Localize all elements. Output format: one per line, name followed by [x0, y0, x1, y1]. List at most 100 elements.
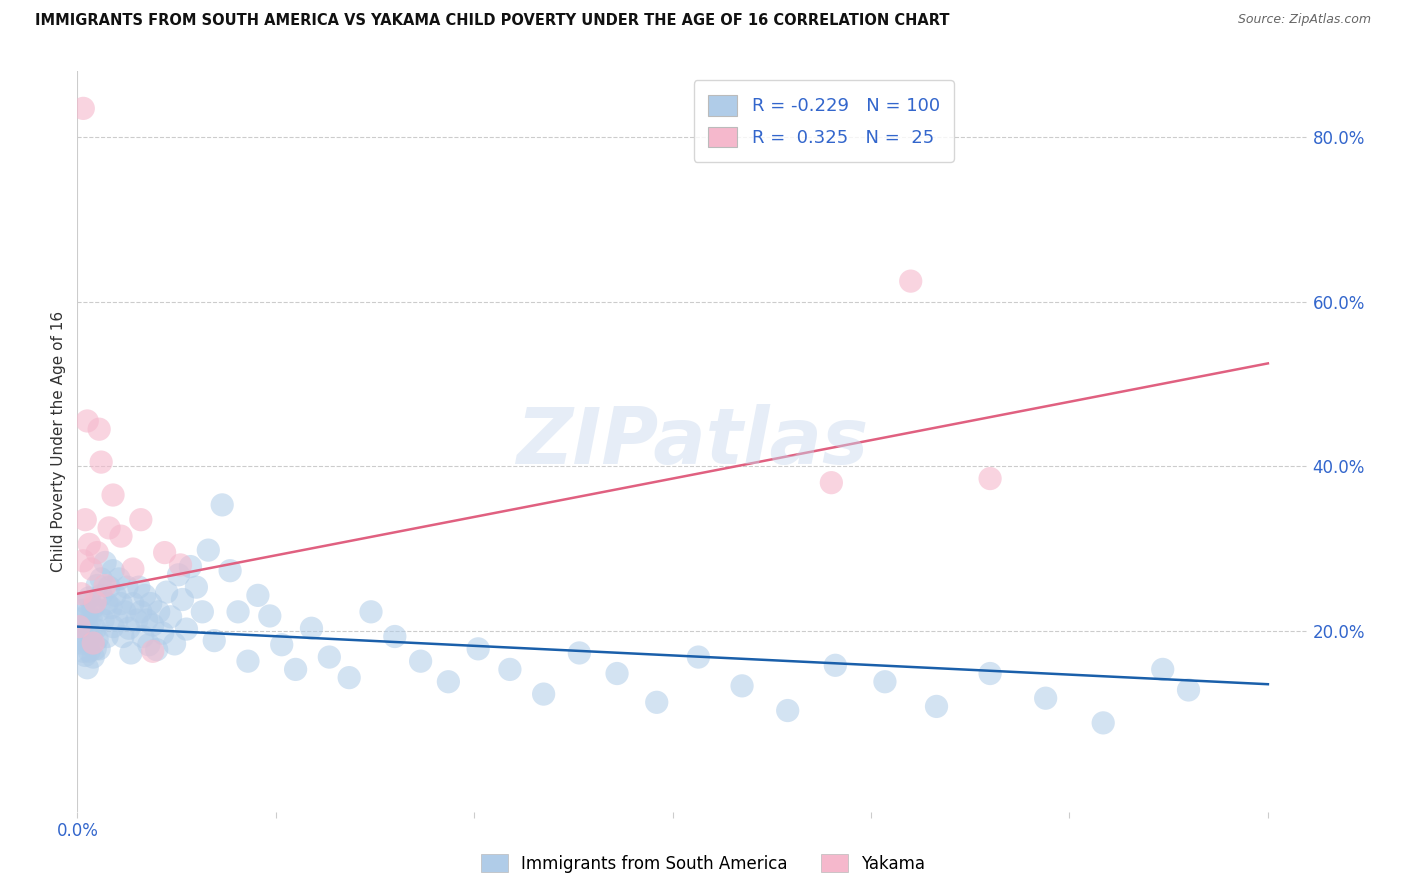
Point [226, 605, 249, 619]
Point [67, 619, 90, 633]
Point [409, 654, 432, 668]
Point [90, 588, 112, 602]
Point [499, 662, 522, 676]
Point [70, 636, 93, 650]
Point [153, 545, 176, 560]
Point [114, 605, 136, 619]
Point [118, 621, 141, 635]
Point [533, 687, 555, 701]
Point [645, 695, 668, 709]
Text: IMMIGRANTS FROM SOUTH AMERICA VS YAKAMA CHILD POVERTY UNDER THE AGE OF 16 CORREL: IMMIGRANTS FROM SOUTH AMERICA VS YAKAMA … [35, 13, 949, 29]
Point [1177, 683, 1199, 698]
Point [98, 580, 121, 594]
Point [89, 603, 111, 617]
Point [236, 654, 259, 668]
Point [67, 628, 90, 642]
Point [76, 607, 98, 622]
Point [82, 650, 104, 665]
Point [110, 529, 132, 543]
Point [731, 679, 754, 693]
Point [125, 613, 148, 627]
Point [169, 558, 191, 572]
Point [108, 572, 131, 586]
Point [129, 513, 152, 527]
Point [270, 638, 292, 652]
Point [467, 641, 489, 656]
Point [80, 628, 103, 642]
Point [284, 662, 307, 676]
Point [70, 619, 93, 633]
Point [91, 613, 114, 627]
Point [72, 644, 94, 658]
Point [77, 537, 100, 551]
Point [925, 699, 948, 714]
Point [172, 592, 194, 607]
Point [82, 600, 104, 615]
Point [437, 674, 460, 689]
Point [100, 600, 122, 615]
Point [84, 595, 107, 609]
Point [128, 580, 150, 594]
Point [132, 630, 155, 644]
Point [72, 611, 94, 625]
Point [72, 603, 94, 617]
Point [89, 641, 111, 656]
Point [148, 605, 170, 619]
Legend: Immigrants from South America, Yakama: Immigrants from South America, Yakama [474, 847, 932, 880]
Point [72, 554, 94, 568]
Point [176, 622, 198, 636]
Point [110, 597, 132, 611]
Point [384, 630, 406, 644]
Point [75, 513, 97, 527]
Point [568, 646, 591, 660]
Point [191, 605, 214, 619]
Point [75, 632, 97, 646]
Point [820, 475, 842, 490]
Point [122, 597, 145, 611]
Point [979, 471, 1001, 485]
Point [145, 642, 167, 657]
Point [86, 578, 108, 592]
Point [1152, 662, 1174, 676]
Point [76, 414, 98, 428]
Point [337, 671, 360, 685]
Point [84, 641, 107, 656]
Point [96, 597, 118, 611]
Point [96, 630, 118, 644]
Point [824, 658, 846, 673]
Point [101, 488, 124, 502]
Point [138, 638, 160, 652]
Point [76, 636, 98, 650]
Point [75, 595, 97, 609]
Point [776, 704, 799, 718]
Point [606, 666, 628, 681]
Point [873, 674, 896, 689]
Point [76, 619, 98, 633]
Point [135, 613, 157, 627]
Point [122, 562, 145, 576]
Text: Source: ZipAtlas.com: Source: ZipAtlas.com [1237, 13, 1371, 27]
Point [197, 543, 219, 558]
Legend: R = -0.229   N = 100, R =  0.325   N =  25: R = -0.229 N = 100, R = 0.325 N = 25 [693, 80, 955, 161]
Point [259, 609, 281, 624]
Point [159, 609, 181, 624]
Point [94, 556, 117, 570]
Point [111, 630, 134, 644]
Point [1092, 715, 1115, 730]
Point [70, 587, 93, 601]
Point [90, 455, 112, 469]
Point [94, 578, 117, 592]
Point [129, 605, 152, 619]
Point [101, 619, 124, 633]
Point [156, 585, 179, 599]
Point [86, 632, 108, 646]
Point [186, 580, 208, 594]
Y-axis label: Child Poverty Under the Age of 16: Child Poverty Under the Age of 16 [51, 311, 66, 572]
Point [139, 597, 162, 611]
Point [167, 567, 190, 582]
Point [76, 661, 98, 675]
Point [688, 650, 710, 665]
Point [142, 618, 165, 632]
Point [80, 562, 103, 576]
Point [82, 636, 104, 650]
